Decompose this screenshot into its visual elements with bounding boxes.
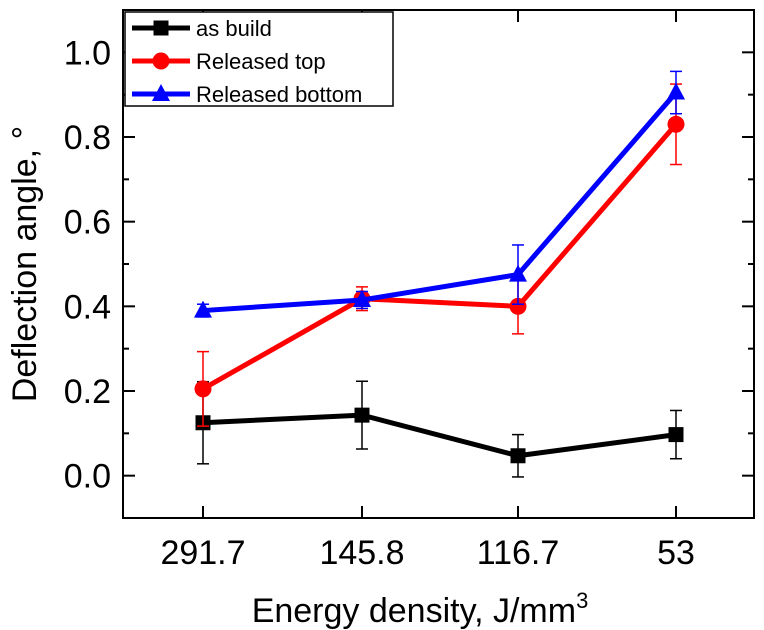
series-line: [202, 412, 677, 459]
data-point-square: [668, 427, 684, 443]
data-point-circle: [152, 52, 170, 70]
data-point-square: [153, 20, 169, 36]
data-point-square: [354, 407, 370, 423]
y-tick-label: 0.2: [64, 373, 111, 411]
ticks-layer: 0.0 0.2 0.4 0.6 0.8 1.0 291.7 145.8 116.7 53: [64, 10, 754, 572]
data-point-circle: [194, 380, 212, 398]
data-point-triangle: [509, 264, 527, 282]
y-tick-label: 0.4: [64, 288, 111, 326]
y-tick-label: 0.8: [64, 119, 111, 157]
x-tick-label: 53: [657, 534, 695, 572]
series-0: [195, 380, 684, 478]
data-point-triangle: [353, 289, 371, 307]
x-axis-title-superscript: 3: [576, 588, 588, 613]
series-line: [202, 90, 678, 314]
y-tick-label: 0.0: [64, 458, 111, 496]
legend-label: as build: [196, 16, 272, 41]
data-point-circle: [509, 297, 527, 315]
series-1: [194, 83, 685, 427]
y-tick-label: 1.0: [64, 34, 111, 72]
x-tick-label: 116.7: [477, 534, 560, 572]
data-point-triangle: [152, 84, 170, 101]
series-layer: [194, 70, 685, 478]
data-point-square: [510, 448, 526, 464]
x-axis-title: Energy density, J/mm3: [252, 588, 589, 630]
legend: as build Released top Released bottom: [124, 11, 394, 107]
legend-label: Released top: [196, 49, 326, 74]
data-point-circle: [667, 115, 685, 133]
series-2: [194, 70, 685, 318]
y-tick-label: 0.6: [64, 204, 111, 242]
x-tick-label: 291.7: [160, 534, 245, 572]
series-line: [201, 122, 678, 392]
x-tick-label: 145.8: [319, 534, 404, 572]
legend-label: Released bottom: [196, 82, 362, 107]
data-point-triangle: [667, 82, 685, 100]
data-point-triangle: [194, 300, 212, 318]
y-axis-title: Deflection angle, °: [6, 126, 44, 402]
